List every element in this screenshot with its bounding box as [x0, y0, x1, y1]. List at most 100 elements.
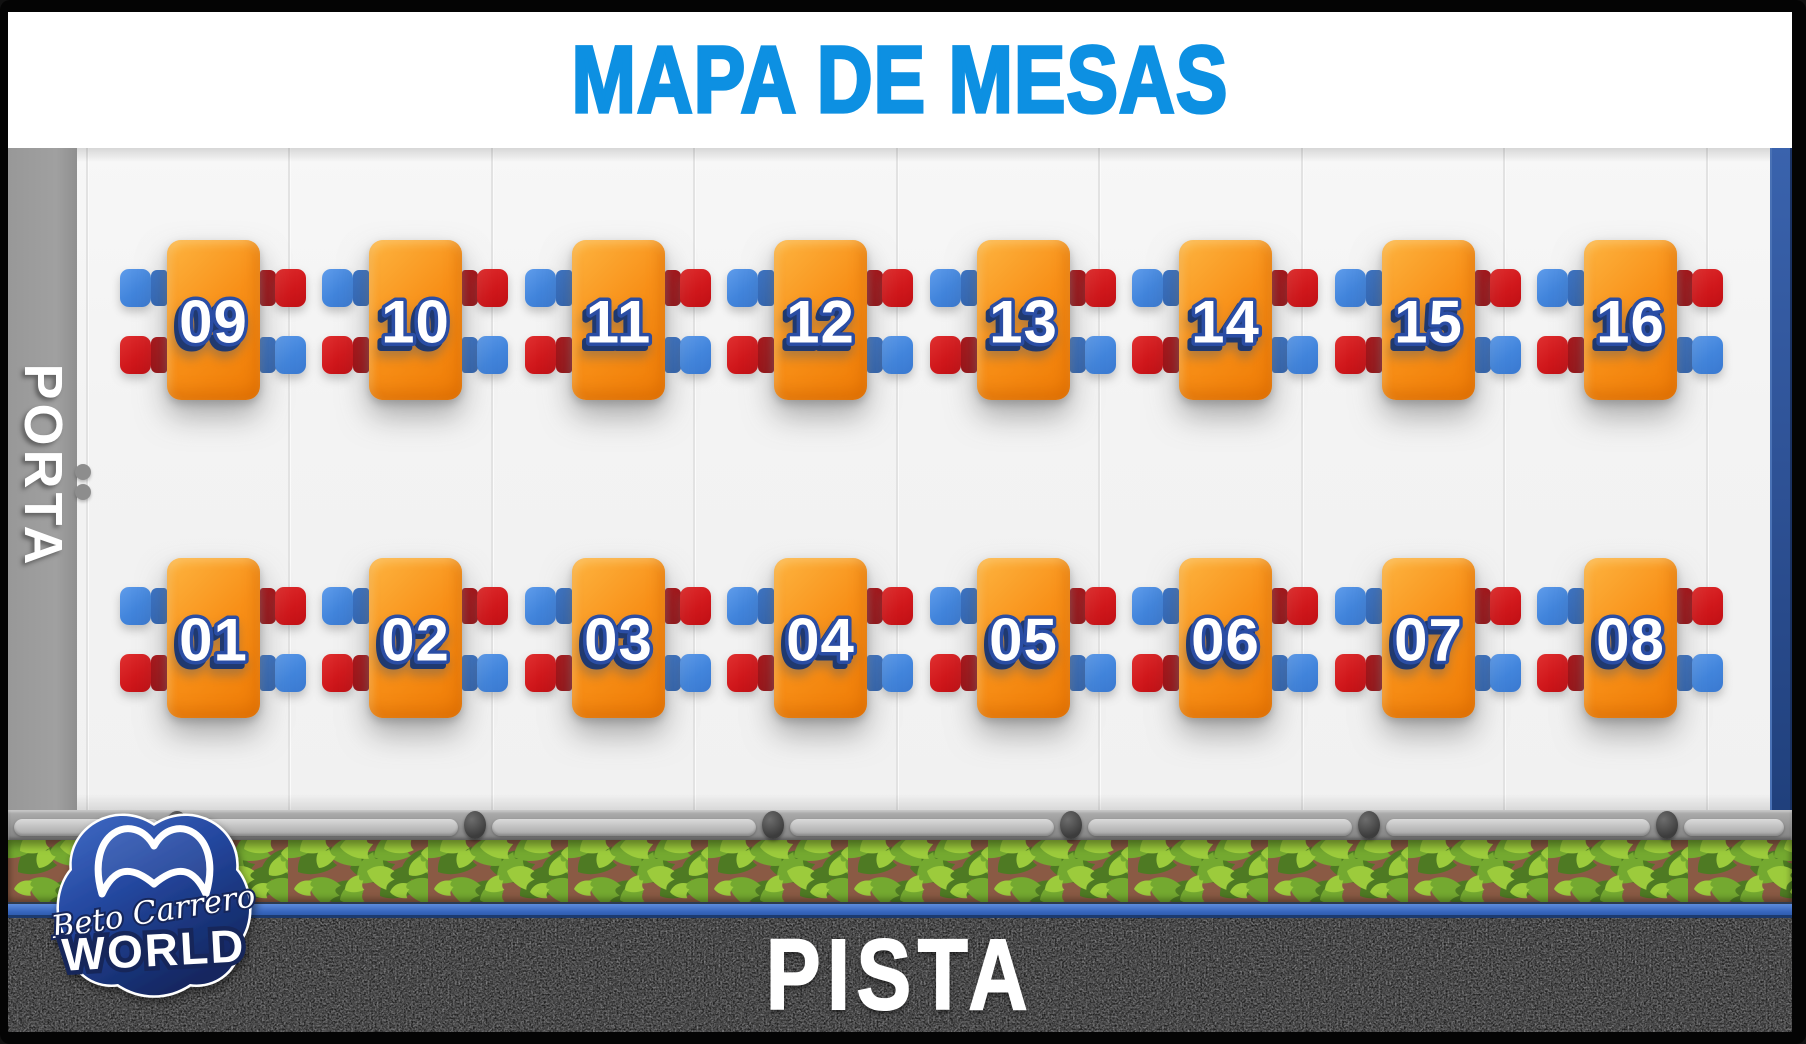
blue-chair-back — [555, 270, 572, 306]
right-wall-strip — [1770, 148, 1792, 810]
red-chair — [524, 654, 556, 692]
blue-chair-back — [1474, 337, 1491, 373]
track-area: PISTA — [8, 918, 1792, 1032]
blue-chair-back — [462, 337, 478, 373]
red-chair — [727, 336, 758, 374]
table-number: 11 — [585, 289, 650, 356]
table-02[interactable]: 02 — [322, 558, 508, 718]
guard-rail — [8, 810, 1792, 840]
blue-chair — [1334, 587, 1366, 625]
table-number: 10 — [381, 289, 450, 356]
column-separator-line — [85, 148, 89, 810]
table-09[interactable]: 09 — [119, 240, 306, 400]
blue-chair — [477, 654, 508, 692]
red-chair — [322, 654, 353, 692]
table-number-graphic: 08 — [1593, 603, 1668, 677]
table-10[interactable]: 10 — [322, 240, 508, 400]
blue-chair — [1084, 336, 1116, 374]
red-chair — [524, 336, 556, 374]
blue-chair — [322, 587, 353, 625]
rail-post-knob — [1060, 811, 1082, 839]
rail-bar — [790, 819, 1054, 836]
table-top — [1381, 558, 1475, 718]
blue-chair-back — [758, 588, 774, 624]
rail-bar — [1684, 819, 1784, 836]
table-16[interactable]: 16 — [1537, 240, 1723, 400]
table-01[interactable]: 01 — [119, 558, 306, 718]
red-chair — [477, 269, 508, 307]
blue-chair — [1537, 587, 1568, 625]
blue-chair — [727, 587, 758, 625]
red-chair-back — [1677, 270, 1693, 306]
blue-chair — [929, 587, 961, 625]
blue-chair — [1287, 654, 1318, 692]
blue-chair — [679, 336, 711, 374]
blue-chair — [929, 269, 961, 307]
rail-bar — [194, 819, 458, 836]
table-12[interactable]: 12 — [727, 240, 913, 400]
rail-bar — [1088, 819, 1352, 836]
blue-chair — [322, 269, 353, 307]
red-chair — [1489, 269, 1521, 307]
table-08[interactable]: 08 — [1537, 558, 1723, 718]
red-chair-back — [259, 270, 276, 306]
red-chair-back — [1069, 270, 1086, 306]
table-number: 06 — [1191, 607, 1260, 674]
rail-bar — [492, 819, 756, 836]
table-03[interactable]: 03 — [524, 558, 711, 718]
red-chair-back — [150, 337, 167, 373]
table-13[interactable]: 13 — [929, 240, 1116, 400]
table-05[interactable]: 05 — [929, 558, 1116, 718]
table-number: 05 — [989, 607, 1058, 674]
floor-bottom-shadow — [77, 794, 1770, 810]
table-06[interactable]: 06 — [1132, 558, 1318, 718]
table-top — [369, 240, 462, 400]
blue-chair-back — [150, 270, 167, 306]
red-chair — [1334, 654, 1366, 692]
table-number-graphic: 07 — [1390, 603, 1465, 677]
table-top — [1179, 558, 1272, 718]
table-11[interactable]: 11 — [524, 240, 711, 400]
red-chair — [1692, 269, 1723, 307]
blue-chair — [882, 336, 913, 374]
table-top — [976, 558, 1070, 718]
blue-chair — [274, 654, 306, 692]
table-top — [166, 240, 260, 400]
table-14[interactable]: 14 — [1132, 240, 1318, 400]
table-07[interactable]: 07 — [1334, 558, 1521, 718]
blue-chair — [1692, 654, 1723, 692]
table-top — [1179, 240, 1272, 400]
door-label: PORTA — [12, 363, 73, 569]
red-chair — [929, 654, 961, 692]
red-chair-back — [758, 337, 774, 373]
table-number: 12 — [786, 289, 855, 356]
track-label: PISTA — [765, 918, 1035, 1032]
table-15[interactable]: 15 — [1334, 240, 1521, 400]
table-number: 15 — [1394, 289, 1463, 356]
red-chair-back — [1474, 588, 1491, 624]
blue-chair-back — [259, 337, 276, 373]
column-separator-line — [1705, 148, 1709, 810]
red-chair — [274, 269, 306, 307]
red-chair-back — [664, 588, 681, 624]
table-number: 08 — [1596, 607, 1665, 674]
red-chair — [477, 587, 508, 625]
red-chair-back — [867, 270, 883, 306]
red-chair — [882, 269, 913, 307]
red-chair-back — [1365, 337, 1382, 373]
blue-chair-back — [555, 588, 572, 624]
hedge-shadow-overlay — [8, 840, 1792, 902]
table-04[interactable]: 04 — [727, 558, 913, 718]
table-number-graphic: 12 — [783, 285, 858, 359]
blue-chair-back — [664, 337, 681, 373]
red-chair — [679, 587, 711, 625]
red-chair-back — [664, 270, 681, 306]
beto-carrero-world-logo: Beto Carrero WORLD — [46, 813, 260, 998]
column-separator-line — [1503, 148, 1506, 810]
table-number-graphic: 15 — [1390, 285, 1465, 359]
table-top — [1381, 240, 1475, 400]
blue-chair-back — [1272, 337, 1288, 373]
table-top — [976, 240, 1070, 400]
red-chair — [1084, 587, 1116, 625]
